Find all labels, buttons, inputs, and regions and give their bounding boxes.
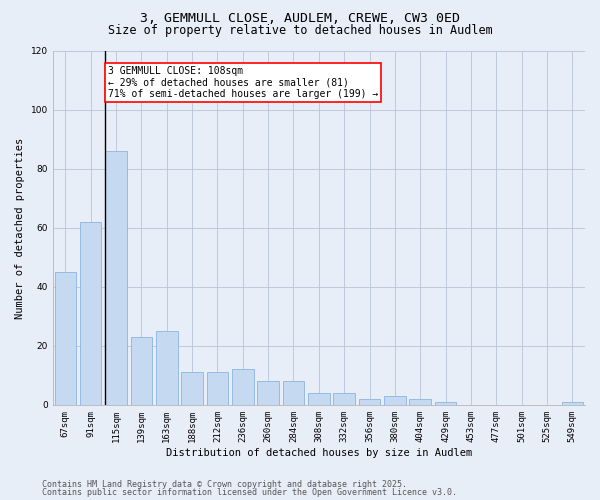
Bar [105, 152, 127, 405]
Text: 3, GEMMULL CLOSE, AUDLEM, CREWE, CW3 0ED: 3, GEMMULL CLOSE, AUDLEM, CREWE, CW3 0ED [140, 12, 460, 26]
Text: Contains HM Land Registry data © Crown copyright and database right 2025.: Contains HM Land Registry data © Crown c… [42, 480, 407, 489]
Text: 3 GEMMULL CLOSE: 108sqm
← 29% of detached houses are smaller (81)
71% of semi-de: 3 GEMMULL CLOSE: 108sqm ← 29% of detache… [109, 66, 379, 99]
Y-axis label: Number of detached properties: Number of detached properties [15, 138, 25, 318]
Bar [283, 381, 304, 405]
Bar [206, 372, 228, 405]
Bar [409, 399, 431, 405]
Text: Contains public sector information licensed under the Open Government Licence v3: Contains public sector information licen… [42, 488, 457, 497]
Bar [181, 372, 203, 405]
Bar [80, 222, 101, 405]
Bar [257, 381, 279, 405]
Text: Size of property relative to detached houses in Audlem: Size of property relative to detached ho… [107, 24, 493, 37]
Bar [308, 393, 329, 405]
Bar [156, 331, 178, 405]
Bar [562, 402, 583, 405]
Bar [55, 272, 76, 405]
Bar [359, 399, 380, 405]
Bar [334, 393, 355, 405]
Bar [232, 370, 254, 405]
Bar [384, 396, 406, 405]
Bar [131, 337, 152, 405]
Bar [435, 402, 457, 405]
X-axis label: Distribution of detached houses by size in Audlem: Distribution of detached houses by size … [166, 448, 472, 458]
